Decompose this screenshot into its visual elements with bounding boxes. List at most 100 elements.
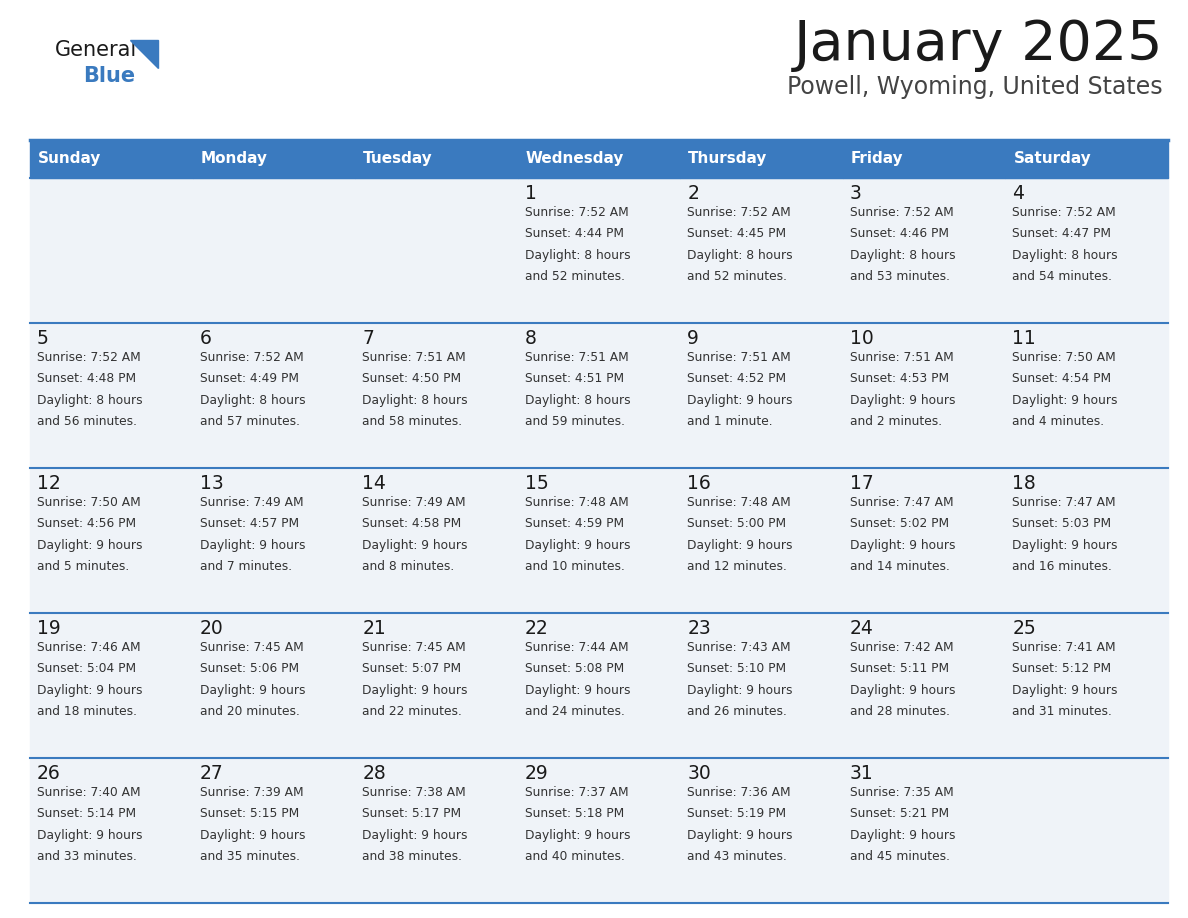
- Text: and 52 minutes.: and 52 minutes.: [688, 271, 788, 284]
- Text: Daylight: 9 hours: Daylight: 9 hours: [200, 684, 305, 697]
- Text: and 28 minutes.: and 28 minutes.: [849, 705, 950, 719]
- Bar: [1005, 323, 1168, 468]
- Bar: [681, 323, 842, 468]
- Bar: [355, 468, 518, 613]
- Bar: [1005, 468, 1168, 613]
- Bar: [30, 140, 192, 178]
- Text: and 18 minutes.: and 18 minutes.: [37, 705, 137, 719]
- Text: and 40 minutes.: and 40 minutes.: [525, 850, 625, 864]
- Text: Daylight: 9 hours: Daylight: 9 hours: [688, 394, 792, 407]
- Text: 11: 11: [1012, 329, 1036, 348]
- Text: 20: 20: [200, 619, 223, 638]
- Text: Sunrise: 7:40 AM: Sunrise: 7:40 AM: [37, 786, 140, 799]
- Text: Daylight: 8 hours: Daylight: 8 hours: [688, 249, 792, 262]
- Text: General: General: [55, 40, 138, 60]
- Polygon shape: [129, 40, 158, 68]
- Text: Tuesday: Tuesday: [364, 151, 432, 166]
- Text: 1: 1: [525, 184, 537, 203]
- Bar: [842, 758, 1005, 903]
- Text: Daylight: 9 hours: Daylight: 9 hours: [1012, 684, 1118, 697]
- Text: Daylight: 9 hours: Daylight: 9 hours: [200, 539, 305, 552]
- Text: and 24 minutes.: and 24 minutes.: [525, 705, 625, 719]
- Bar: [192, 758, 355, 903]
- Text: Daylight: 9 hours: Daylight: 9 hours: [37, 829, 143, 842]
- Text: 22: 22: [525, 619, 549, 638]
- Text: and 33 minutes.: and 33 minutes.: [37, 850, 137, 864]
- Text: and 59 minutes.: and 59 minutes.: [525, 415, 625, 429]
- Bar: [355, 140, 518, 178]
- Text: Daylight: 9 hours: Daylight: 9 hours: [37, 539, 143, 552]
- Text: and 2 minutes.: and 2 minutes.: [849, 415, 942, 429]
- Bar: [681, 613, 842, 758]
- Text: Sunrise: 7:49 AM: Sunrise: 7:49 AM: [362, 496, 466, 509]
- Text: 3: 3: [849, 184, 861, 203]
- Text: 12: 12: [37, 474, 61, 493]
- Bar: [1005, 140, 1168, 178]
- Text: Sunset: 5:00 PM: Sunset: 5:00 PM: [688, 518, 786, 531]
- Bar: [842, 140, 1005, 178]
- Text: Sunrise: 7:52 AM: Sunrise: 7:52 AM: [1012, 206, 1117, 219]
- Text: 31: 31: [849, 764, 873, 783]
- Text: Sunset: 4:47 PM: Sunset: 4:47 PM: [1012, 228, 1112, 241]
- Text: Friday: Friday: [851, 151, 904, 166]
- Text: 28: 28: [362, 764, 386, 783]
- Text: Sunset: 4:52 PM: Sunset: 4:52 PM: [688, 373, 786, 386]
- Text: Sunset: 4:50 PM: Sunset: 4:50 PM: [362, 373, 461, 386]
- Text: Sunrise: 7:36 AM: Sunrise: 7:36 AM: [688, 786, 791, 799]
- Bar: [192, 140, 355, 178]
- Text: 26: 26: [37, 764, 61, 783]
- Bar: [355, 323, 518, 468]
- Text: Sunrise: 7:52 AM: Sunrise: 7:52 AM: [37, 351, 140, 364]
- Text: Sunset: 5:15 PM: Sunset: 5:15 PM: [200, 808, 299, 821]
- Text: Sunset: 5:17 PM: Sunset: 5:17 PM: [362, 808, 461, 821]
- Text: Sunrise: 7:48 AM: Sunrise: 7:48 AM: [525, 496, 628, 509]
- Bar: [518, 758, 681, 903]
- Text: Sunrise: 7:46 AM: Sunrise: 7:46 AM: [37, 641, 140, 654]
- Text: Daylight: 8 hours: Daylight: 8 hours: [849, 249, 955, 262]
- Text: Wednesday: Wednesday: [526, 151, 624, 166]
- Bar: [192, 613, 355, 758]
- Text: Daylight: 9 hours: Daylight: 9 hours: [525, 539, 630, 552]
- Text: Daylight: 9 hours: Daylight: 9 hours: [849, 539, 955, 552]
- Text: 27: 27: [200, 764, 223, 783]
- Text: 6: 6: [200, 329, 211, 348]
- Text: Sunset: 4:46 PM: Sunset: 4:46 PM: [849, 228, 949, 241]
- Text: and 54 minutes.: and 54 minutes.: [1012, 271, 1112, 284]
- Text: Daylight: 9 hours: Daylight: 9 hours: [525, 684, 630, 697]
- Text: and 1 minute.: and 1 minute.: [688, 415, 773, 429]
- Text: Sunset: 5:03 PM: Sunset: 5:03 PM: [1012, 518, 1112, 531]
- Text: Sunset: 5:04 PM: Sunset: 5:04 PM: [37, 663, 137, 676]
- Text: Sunrise: 7:52 AM: Sunrise: 7:52 AM: [525, 206, 628, 219]
- Text: Sunrise: 7:41 AM: Sunrise: 7:41 AM: [1012, 641, 1116, 654]
- Bar: [30, 323, 192, 468]
- Text: 9: 9: [688, 329, 700, 348]
- Text: Daylight: 8 hours: Daylight: 8 hours: [525, 249, 631, 262]
- Text: 19: 19: [37, 619, 61, 638]
- Text: and 52 minutes.: and 52 minutes.: [525, 271, 625, 284]
- Text: Daylight: 9 hours: Daylight: 9 hours: [362, 539, 468, 552]
- Text: and 4 minutes.: and 4 minutes.: [1012, 415, 1105, 429]
- Bar: [30, 758, 192, 903]
- Text: 23: 23: [688, 619, 712, 638]
- Text: and 14 minutes.: and 14 minutes.: [849, 560, 949, 574]
- Bar: [30, 178, 192, 323]
- Bar: [518, 178, 681, 323]
- Text: and 58 minutes.: and 58 minutes.: [362, 415, 462, 429]
- Text: Daylight: 9 hours: Daylight: 9 hours: [849, 684, 955, 697]
- Text: Sunday: Sunday: [38, 151, 101, 166]
- Text: Sunset: 5:21 PM: Sunset: 5:21 PM: [849, 808, 949, 821]
- Text: Sunset: 4:58 PM: Sunset: 4:58 PM: [362, 518, 461, 531]
- Text: Sunrise: 7:39 AM: Sunrise: 7:39 AM: [200, 786, 303, 799]
- Bar: [30, 468, 192, 613]
- Text: 2: 2: [688, 184, 700, 203]
- Text: Thursday: Thursday: [688, 151, 767, 166]
- Text: and 43 minutes.: and 43 minutes.: [688, 850, 788, 864]
- Bar: [518, 468, 681, 613]
- Text: Sunrise: 7:52 AM: Sunrise: 7:52 AM: [849, 206, 954, 219]
- Text: Sunrise: 7:52 AM: Sunrise: 7:52 AM: [688, 206, 791, 219]
- Text: 8: 8: [525, 329, 537, 348]
- Bar: [842, 323, 1005, 468]
- Text: Sunrise: 7:42 AM: Sunrise: 7:42 AM: [849, 641, 954, 654]
- Text: Daylight: 9 hours: Daylight: 9 hours: [849, 829, 955, 842]
- Text: Sunset: 5:18 PM: Sunset: 5:18 PM: [525, 808, 624, 821]
